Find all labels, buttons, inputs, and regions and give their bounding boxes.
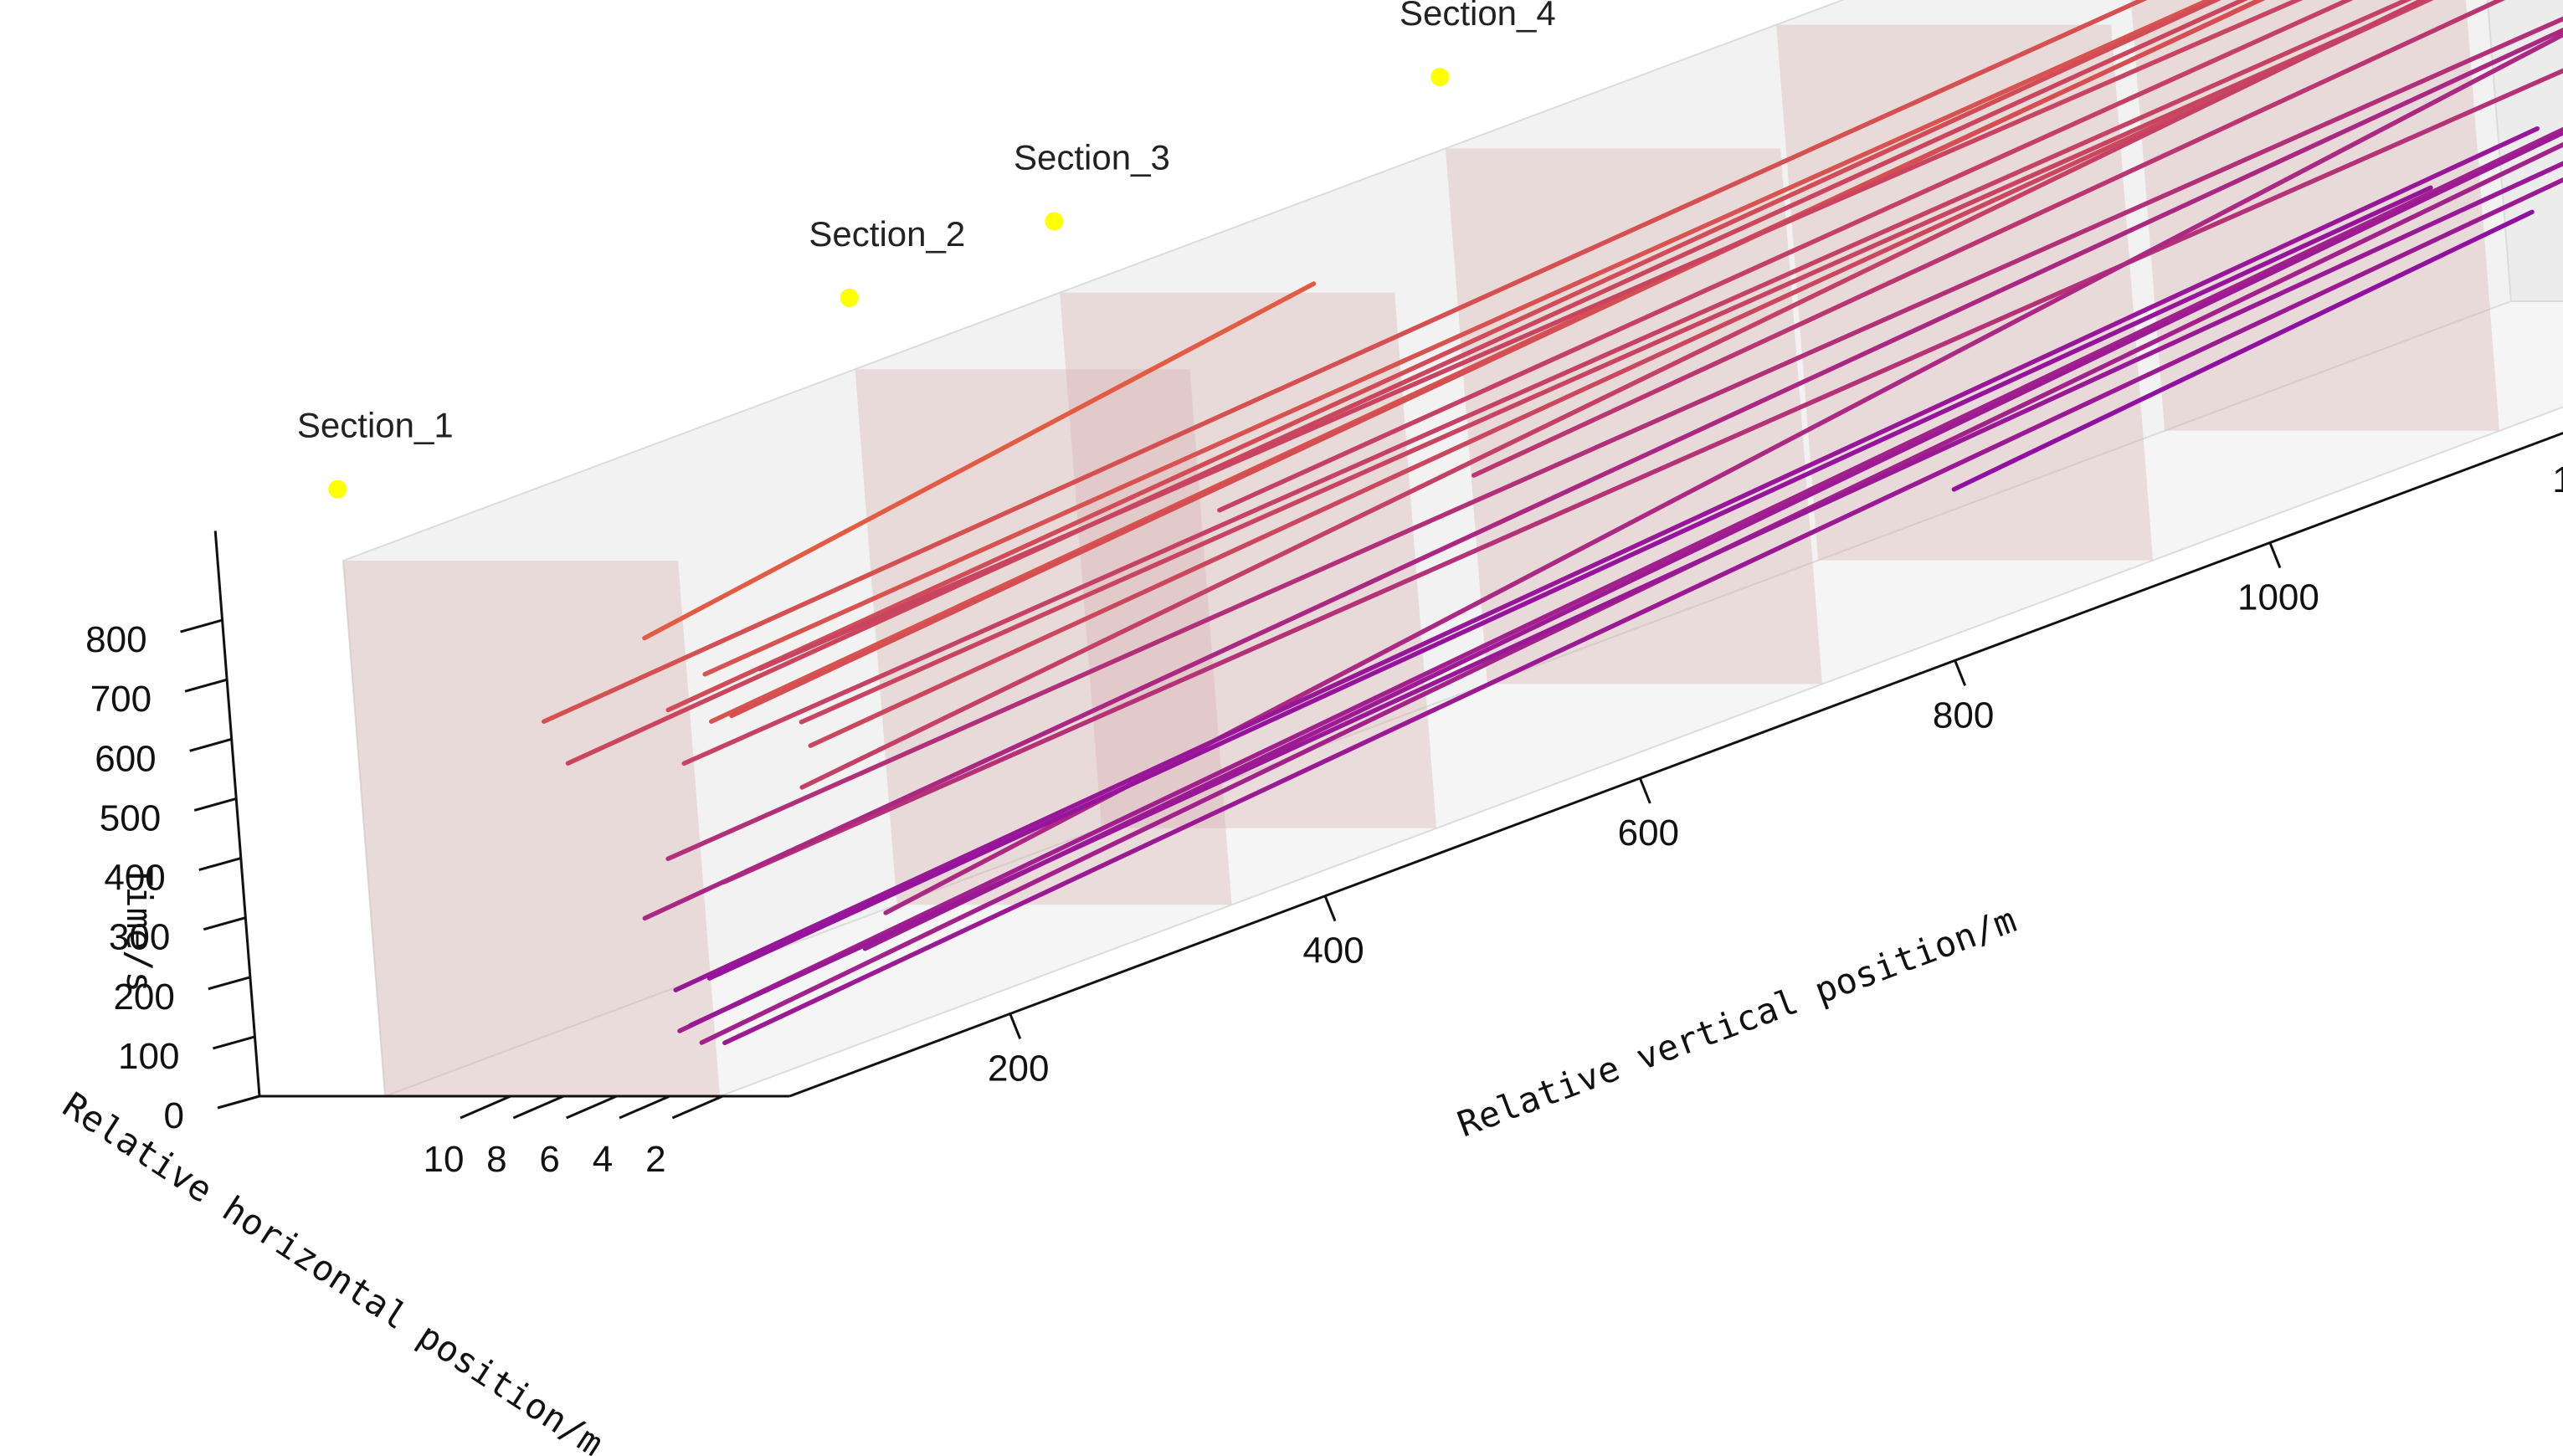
y-tick bbox=[1323, 895, 1337, 922]
series-line bbox=[642, 27, 2563, 921]
section-planes bbox=[343, 0, 2500, 1096]
z-tick bbox=[217, 1095, 260, 1110]
section-label: Section_3 bbox=[1014, 137, 1170, 177]
series-line bbox=[681, 0, 2412, 766]
y-tick-label: 200 bbox=[988, 1048, 1049, 1089]
section-label: Section_2 bbox=[809, 214, 965, 254]
x-tick-label: 10 bbox=[424, 1139, 465, 1180]
series-line bbox=[702, 0, 2215, 677]
z-tick bbox=[193, 797, 237, 812]
z-tick-label: 200 bbox=[113, 977, 174, 1018]
y-axis-line bbox=[788, 431, 2563, 1098]
x-tick-label: 2 bbox=[645, 1139, 665, 1180]
z-tick-label: 100 bbox=[118, 1036, 179, 1077]
y-tick bbox=[2268, 541, 2282, 569]
y-tick bbox=[1954, 659, 1967, 686]
series-line bbox=[1951, 209, 2535, 492]
z-axis-line bbox=[213, 531, 261, 1097]
series-line bbox=[688, 161, 2563, 1028]
x-tick bbox=[671, 1095, 723, 1120]
section-label: Section_4 bbox=[1400, 0, 1556, 33]
series-line bbox=[665, 16, 2563, 862]
series-line bbox=[673, 126, 2540, 992]
series-line bbox=[808, 0, 2434, 748]
z-tick bbox=[203, 916, 246, 931]
x-tick bbox=[619, 1095, 670, 1120]
y-tick-label: 400 bbox=[1302, 931, 1364, 972]
series-line bbox=[729, 0, 2265, 719]
section-plane bbox=[343, 561, 720, 1096]
z-tick bbox=[184, 678, 228, 693]
y-axis-label: Relative vertical position/m bbox=[1452, 899, 2021, 1145]
series-line bbox=[1217, 0, 2354, 513]
z-tick-label: 0 bbox=[164, 1095, 184, 1136]
series-line bbox=[1471, 0, 2505, 478]
data-series bbox=[542, 0, 2563, 1046]
series-line bbox=[565, 0, 2248, 766]
x-tick-label: 6 bbox=[539, 1139, 559, 1180]
x-tick bbox=[566, 1095, 618, 1120]
z-tick bbox=[180, 618, 223, 633]
z-tick-label: 800 bbox=[85, 619, 146, 660]
series-line bbox=[642, 281, 1317, 641]
z-tick-label: 500 bbox=[100, 797, 161, 838]
x-tick bbox=[460, 1095, 511, 1120]
series-line bbox=[722, 68, 2563, 884]
z-tick bbox=[208, 976, 251, 991]
series-line bbox=[665, 0, 2221, 713]
section-marker bbox=[1045, 212, 1064, 231]
x-axis-label: Relative horizontal position/m bbox=[55, 1084, 610, 1456]
z-axis-label: Time/s bbox=[119, 865, 160, 992]
z-tick bbox=[198, 857, 242, 871]
section-label: Section_1 bbox=[297, 406, 454, 445]
y-tick-label: 1200 bbox=[2552, 459, 2563, 500]
series-line bbox=[799, 0, 2428, 790]
y-tick bbox=[1009, 1013, 1022, 1040]
y-tick bbox=[1638, 777, 1651, 804]
section-marker bbox=[840, 288, 859, 307]
axes: 0 100 200 300 400 500 600 700 800 10 8 6 4 2 200 400 600… bbox=[85, 431, 2563, 1180]
series-line bbox=[542, 0, 2148, 724]
y-tick-label: 1000 bbox=[2237, 577, 2319, 618]
series-line bbox=[706, 185, 2433, 981]
x-tick-label: 8 bbox=[486, 1139, 506, 1180]
z-tick-label: 700 bbox=[90, 679, 152, 720]
z-tick-label: 300 bbox=[109, 917, 170, 958]
section-marker bbox=[328, 479, 347, 499]
section-marker bbox=[1430, 68, 1450, 87]
y-tick-label: 800 bbox=[1933, 695, 1994, 736]
section-markers: Section_1Section_2Section_3Section_4Sect… bbox=[297, 0, 1556, 499]
z-tick bbox=[213, 1035, 255, 1050]
y-tick-label: 600 bbox=[1618, 813, 1679, 854]
x-tick-label: 4 bbox=[593, 1139, 613, 1180]
z-tick bbox=[189, 737, 233, 752]
x-tick bbox=[512, 1095, 564, 1120]
series-line bbox=[677, 126, 2563, 1033]
section-plane bbox=[2130, 0, 2500, 431]
series-line bbox=[757, 0, 2304, 672]
z-tick-label: 400 bbox=[104, 858, 165, 899]
series-line bbox=[722, 177, 2563, 1046]
z-tick-label: 600 bbox=[95, 738, 156, 779]
